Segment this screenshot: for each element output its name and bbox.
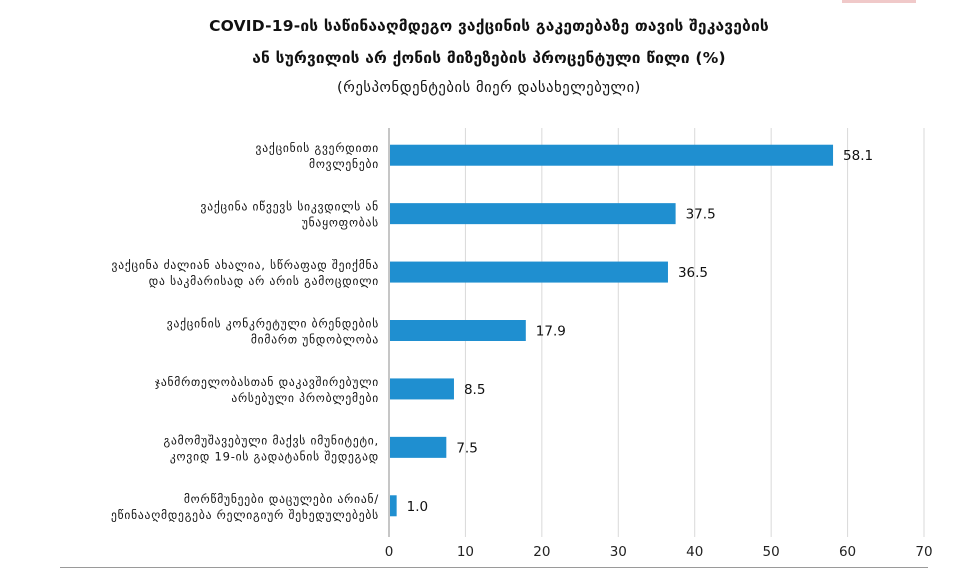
category-label-line: ეწინააღმდეგება რელიგიურ შეხედულებებს: [111, 508, 379, 522]
category-label-line: უნაყოფობას: [302, 216, 379, 230]
chart-subtitle: (რესპონდენტების მიერ დასახელებული): [337, 80, 641, 96]
x-tick-label: 50: [763, 544, 780, 560]
category-label: გამომუშავებული მაქვს იმუნიტეტი, კოვიდ 19-…: [164, 433, 379, 463]
x-tick-label: 10: [457, 544, 474, 560]
category-label-line: კოვიდ 19-ის გადატანის შედეგად: [170, 449, 379, 463]
data-label: 1.0: [407, 499, 428, 515]
bottom-divider: [60, 567, 928, 568]
x-tick-label: 40: [686, 544, 703, 560]
chart-title-block: COVID-19-ის საწინააღმდეგო ვაქცინის გაკეთ…: [0, 10, 978, 102]
category-label-line: მიმართ უნდობლობა: [251, 333, 379, 347]
category-label-line: ჯანმრთელობასთან დაკავშირებული: [155, 375, 379, 389]
category-label-line: მოვლენები: [309, 157, 379, 171]
category-label-line: მორწმუნეები დაცულები არიან/: [184, 492, 379, 506]
x-tick-label: 0: [385, 544, 394, 560]
bar: [390, 378, 454, 400]
chart-title-line-2: ან სურვილის არ ქონის მიზეზების პროცენტულ…: [252, 49, 726, 67]
bar: [390, 320, 526, 341]
x-tick-label: 70: [915, 544, 932, 560]
x-tick-label: 30: [610, 544, 627, 560]
bar: [390, 203, 676, 225]
category-label-line: გამომუშავებული მაქვს იმუნიტეტი,: [164, 433, 379, 447]
x-tick-label: 60: [839, 544, 856, 560]
category-label-line: არსებული პრობლემები: [231, 391, 379, 405]
category-label: მორწმუნეები დაცულები არიან/ეწინააღმდეგებ…: [111, 492, 379, 522]
category-label: ვაქცინა ძალიან ახალია, სწრაფად შეიქმნა და…: [112, 258, 379, 288]
data-label: 17.9: [536, 324, 566, 340]
x-tick-label: 20: [533, 544, 550, 560]
category-label: ვაქცინის კონკრეტული ბრენდების მიმართ უნდო…: [167, 317, 379, 347]
bar: [390, 436, 447, 458]
bar: [390, 495, 397, 517]
data-label: 8.5: [464, 382, 485, 398]
data-label: 58.1: [843, 148, 873, 164]
category-label: ვაქცინა იწვევს სიკვდილს ან უნაყოფობას: [201, 200, 380, 230]
bar: [390, 261, 668, 283]
chart-title-line-1: COVID-19-ის საწინააღმდეგო ვაქცინის გაკეთ…: [209, 17, 769, 35]
top-accent-bar: [842, 0, 916, 3]
category-label-line: ვაქცინის გვერდითი: [256, 141, 379, 155]
category-label: ჯანმრთელობასთან დაკავშირებული არსებული პრ…: [155, 375, 379, 405]
category-label-line: და საკმარისად არ არის გამოცდილი: [149, 274, 379, 288]
category-label-line: ვაქცინის კონკრეტული ბრენდების: [167, 317, 379, 331]
bar: [390, 144, 834, 166]
category-label-line: ვაქცინა ძალიან ახალია, სწრაფად შეიქმნა: [112, 258, 379, 272]
data-label: 37.5: [686, 207, 716, 223]
data-label: 36.5: [678, 265, 708, 281]
category-label-line: ვაქცინა იწვევს სიკვდილს ან: [201, 200, 380, 214]
data-label: 7.5: [456, 440, 477, 456]
category-label: ვაქცინის გვერდითი მოვლენები: [256, 141, 379, 171]
